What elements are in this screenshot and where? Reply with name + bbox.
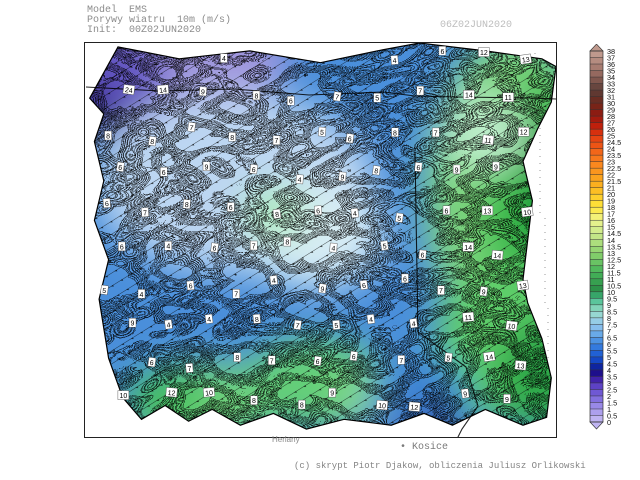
svg-text:4: 4 xyxy=(297,177,302,184)
svg-text:8: 8 xyxy=(300,403,304,410)
svg-text:14: 14 xyxy=(493,253,501,261)
svg-text:12: 12 xyxy=(410,404,418,412)
svg-text:13: 13 xyxy=(522,57,531,65)
svg-text:0: 0 xyxy=(607,418,611,427)
svg-text:6: 6 xyxy=(229,205,233,212)
svg-text:6: 6 xyxy=(316,208,321,215)
svg-text:8: 8 xyxy=(252,398,256,405)
svg-text:9: 9 xyxy=(330,391,334,398)
svg-text:4: 4 xyxy=(166,244,170,251)
svg-text:7: 7 xyxy=(252,244,256,251)
svg-text:12: 12 xyxy=(167,390,175,398)
svg-text:5: 5 xyxy=(334,323,339,330)
svg-text:6: 6 xyxy=(105,201,110,208)
svg-text:7: 7 xyxy=(399,358,403,365)
svg-text:6: 6 xyxy=(289,99,293,106)
svg-text:9: 9 xyxy=(201,89,206,96)
svg-text:14: 14 xyxy=(464,245,472,252)
svg-text:9: 9 xyxy=(455,167,459,174)
svg-text:8: 8 xyxy=(230,135,234,142)
svg-text:6: 6 xyxy=(416,165,421,172)
svg-text:7: 7 xyxy=(439,288,443,295)
svg-text:8: 8 xyxy=(393,130,397,137)
svg-text:9: 9 xyxy=(505,397,509,404)
svg-text:13: 13 xyxy=(484,209,492,216)
svg-text:7: 7 xyxy=(270,358,274,365)
svg-text:8: 8 xyxy=(235,355,239,362)
svg-text:5: 5 xyxy=(320,130,325,137)
svg-text:9: 9 xyxy=(494,164,498,171)
svg-text:6: 6 xyxy=(162,170,166,177)
svg-text:6: 6 xyxy=(420,252,425,259)
svg-text:9: 9 xyxy=(131,321,135,328)
svg-text:8: 8 xyxy=(184,202,189,209)
svg-text:7: 7 xyxy=(418,89,422,96)
svg-text:9: 9 xyxy=(340,174,345,181)
svg-text:10: 10 xyxy=(378,403,386,411)
svg-text:11: 11 xyxy=(464,315,472,323)
svg-text:8: 8 xyxy=(106,134,110,141)
svg-text:5: 5 xyxy=(446,355,451,362)
svg-text:4: 4 xyxy=(140,292,144,299)
svg-text:8: 8 xyxy=(255,317,260,324)
svg-text:4: 4 xyxy=(392,58,397,65)
svg-text:6: 6 xyxy=(120,244,124,251)
svg-text:7: 7 xyxy=(143,210,148,217)
svg-text:14: 14 xyxy=(485,354,494,362)
svg-text:4: 4 xyxy=(222,56,226,63)
svg-text:13: 13 xyxy=(516,363,524,371)
svg-text:11: 11 xyxy=(484,137,492,145)
svg-text:9: 9 xyxy=(205,164,209,171)
svg-text:8: 8 xyxy=(254,93,258,100)
svg-text:7: 7 xyxy=(434,130,438,137)
svg-text:5: 5 xyxy=(375,96,379,103)
svg-text:10: 10 xyxy=(523,209,532,217)
svg-text:13: 13 xyxy=(519,283,528,291)
svg-text:6: 6 xyxy=(440,49,444,56)
svg-text:24: 24 xyxy=(124,87,133,95)
svg-text:6: 6 xyxy=(188,283,193,290)
svg-text:11: 11 xyxy=(505,95,512,102)
svg-text:10: 10 xyxy=(507,323,516,331)
svg-text:6: 6 xyxy=(403,276,407,283)
svg-text:7: 7 xyxy=(187,366,192,373)
svg-text:6: 6 xyxy=(445,208,449,215)
svg-text:10: 10 xyxy=(205,390,213,398)
svg-text:14: 14 xyxy=(159,87,167,95)
svg-text:12: 12 xyxy=(480,50,488,57)
svg-text:7: 7 xyxy=(275,138,279,145)
svg-text:4: 4 xyxy=(331,246,336,253)
svg-text:10: 10 xyxy=(120,393,128,400)
svg-text:8: 8 xyxy=(285,240,289,247)
svg-text:12: 12 xyxy=(520,130,528,137)
svg-text:14: 14 xyxy=(465,93,473,100)
svg-text:7: 7 xyxy=(234,292,238,299)
